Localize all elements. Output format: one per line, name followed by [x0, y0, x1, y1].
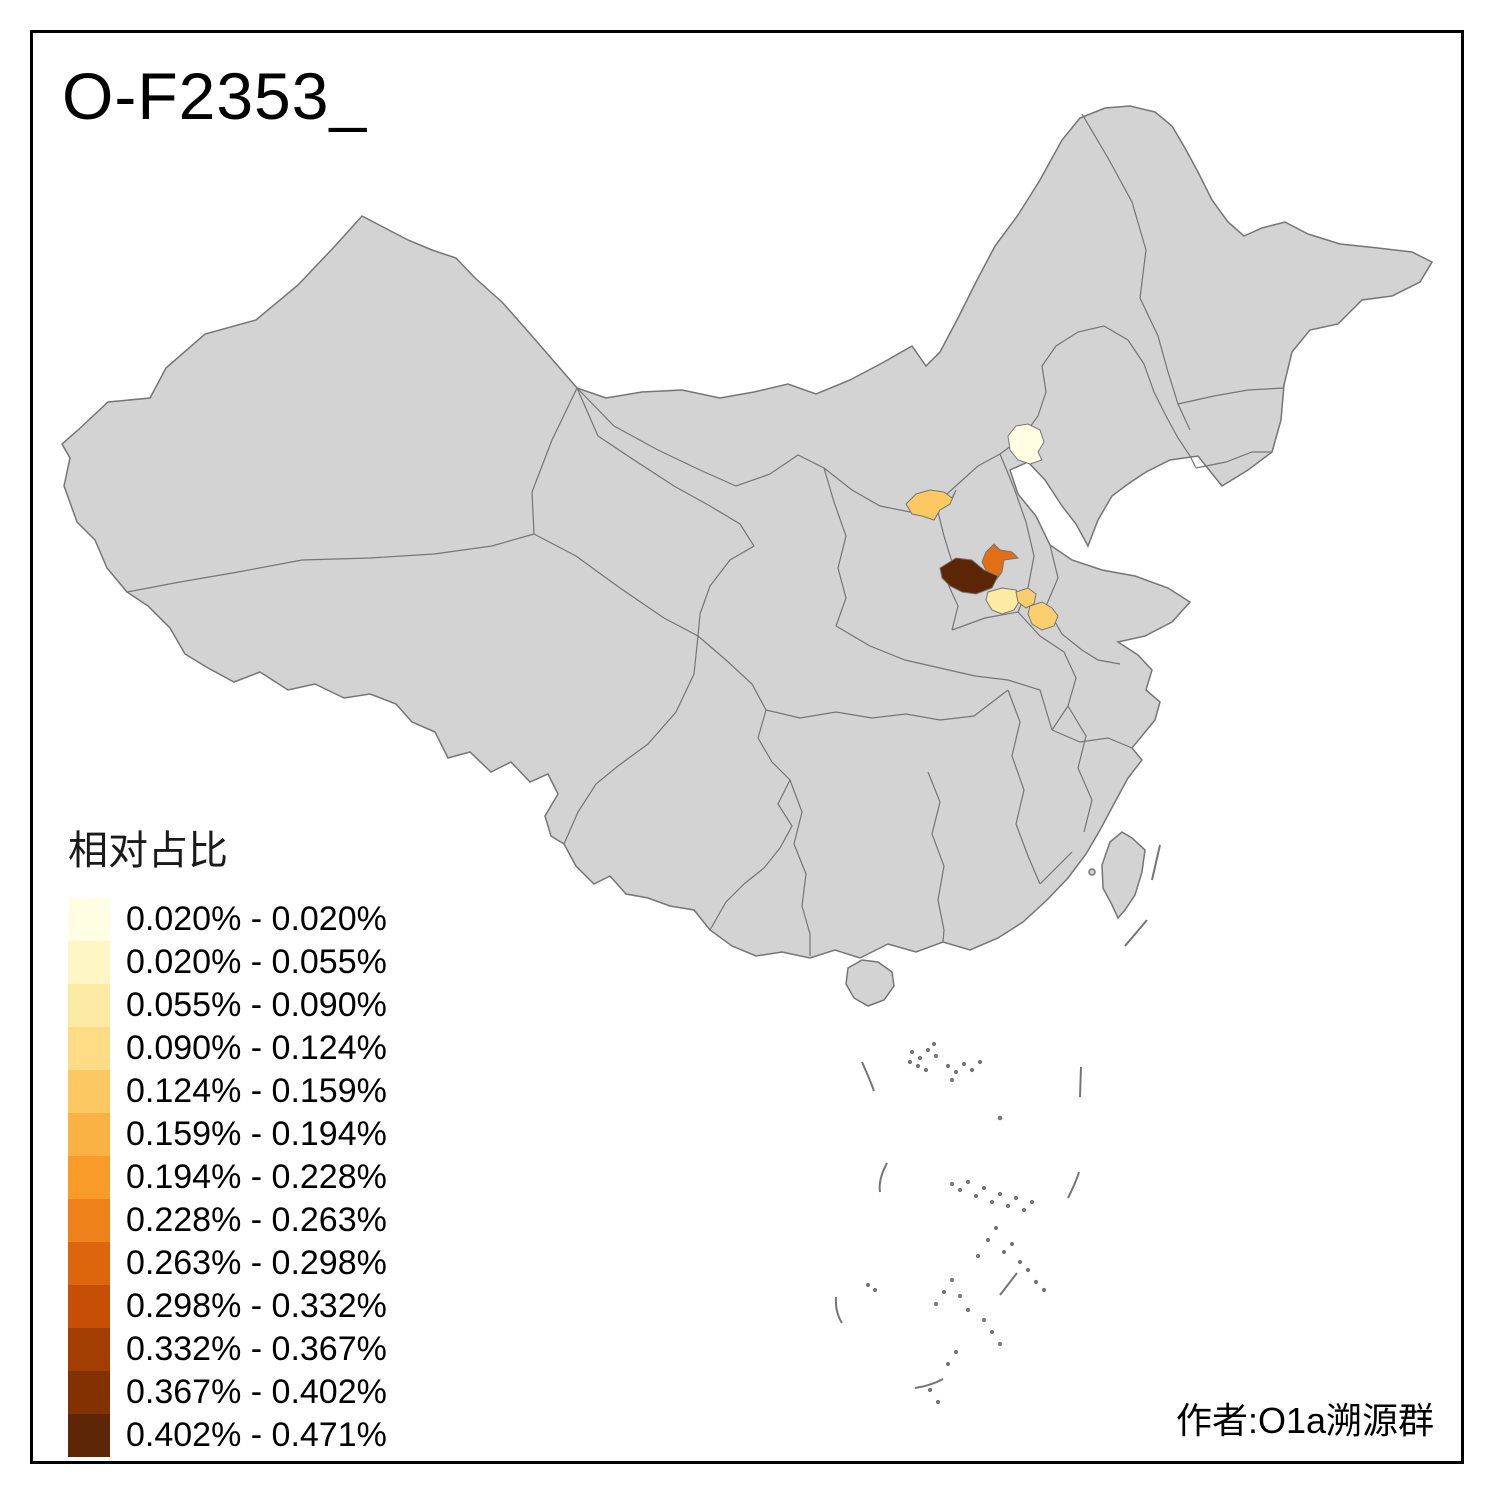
legend: 相对占比 0.020% - 0.020% 0.020% - 0.055% 0.055… [68, 818, 387, 1457]
legend-item-label: 0.124% - 0.159% [126, 1072, 387, 1110]
plot-frame [30, 30, 1464, 1464]
legend-item-label: 0.402% - 0.471% [126, 1416, 387, 1454]
legend-item: 0.159% - 0.194% [68, 1113, 387, 1156]
sea-boundary-dashes [834, 844, 1161, 1389]
legend-item-label: 0.194% - 0.228% [126, 1158, 387, 1196]
legend-item: 0.367% - 0.402% [68, 1371, 387, 1414]
legend-item-label: 0.020% - 0.020% [126, 900, 387, 938]
choropleth-region-northwest-yellow [905, 489, 957, 521]
legend-item-label: 0.367% - 0.402% [126, 1373, 387, 1411]
legend-color-swatch [68, 941, 110, 984]
legend-item-label: 0.159% - 0.194% [126, 1115, 387, 1153]
author-credit: 作者:O1a溯源群 [1175, 1400, 1434, 1441]
legend-item-label: 0.332% - 0.367% [126, 1330, 387, 1368]
legend-color-swatch [68, 898, 110, 941]
highlighted-regions [905, 423, 1059, 631]
legend-item-label: 0.298% - 0.332% [126, 1287, 387, 1325]
province-borders [126, 113, 1285, 956]
legend-color-swatch [68, 984, 110, 1027]
choropleth-region-small-middle [1015, 587, 1037, 609]
legend-item: 0.194% - 0.228% [68, 1156, 387, 1199]
legend-color-swatch [68, 1070, 110, 1113]
choropleth-region-pale-left [985, 587, 1021, 615]
legend-color-swatch [68, 1156, 110, 1199]
legend-color-swatch [68, 1371, 110, 1414]
legend-color-swatch [68, 1113, 110, 1156]
south-china-sea-islands [865, 1041, 1047, 1405]
penghu-island [1088, 868, 1096, 876]
hainan-island [845, 959, 895, 1007]
legend-title: 相对占比 [68, 829, 228, 873]
legend-item-label: 0.055% - 0.090% [126, 986, 387, 1024]
legend-item-label: 0.020% - 0.055% [126, 943, 387, 981]
choropleth-region-dark-brown [939, 557, 999, 595]
legend-rows: 0.020% - 0.020% 0.020% - 0.055% 0.055% - 0… [68, 898, 387, 1457]
legend-color-swatch [68, 1027, 110, 1070]
page-title: O-F2353_ [62, 59, 368, 133]
choropleth-region-orange [981, 543, 1020, 581]
taiwan-island [1101, 831, 1146, 920]
choropleth-region-beijing-pale [1007, 423, 1045, 465]
legend-item: 0.298% - 0.332% [68, 1285, 387, 1328]
legend-item: 0.020% - 0.055% [68, 941, 387, 984]
legend-item: 0.263% - 0.298% [68, 1242, 387, 1285]
legend-color-swatch [68, 1328, 110, 1371]
legend-color-swatch [68, 1199, 110, 1242]
legend-item: 0.332% - 0.367% [68, 1328, 387, 1371]
legend-item: 0.228% - 0.263% [68, 1199, 387, 1242]
mainland-outline [61, 105, 1434, 959]
legend-color-swatch [68, 1414, 110, 1457]
legend-item-label: 0.263% - 0.298% [126, 1244, 387, 1282]
mainland-group [61, 105, 1434, 1007]
legend-color-swatch [68, 1285, 110, 1328]
legend-item-label: 0.228% - 0.263% [126, 1201, 387, 1239]
legend-item: 0.055% - 0.090% [68, 984, 387, 1027]
legend-item: 0.090% - 0.124% [68, 1027, 387, 1070]
choropleth-region-right-yellow [1027, 601, 1059, 631]
legend-item: 0.402% - 0.471% [68, 1414, 387, 1457]
legend-color-swatch [68, 1242, 110, 1285]
legend-item: 0.124% - 0.159% [68, 1070, 387, 1113]
legend-item: 0.020% - 0.020% [68, 898, 387, 941]
legend-item-label: 0.090% - 0.124% [126, 1029, 387, 1067]
